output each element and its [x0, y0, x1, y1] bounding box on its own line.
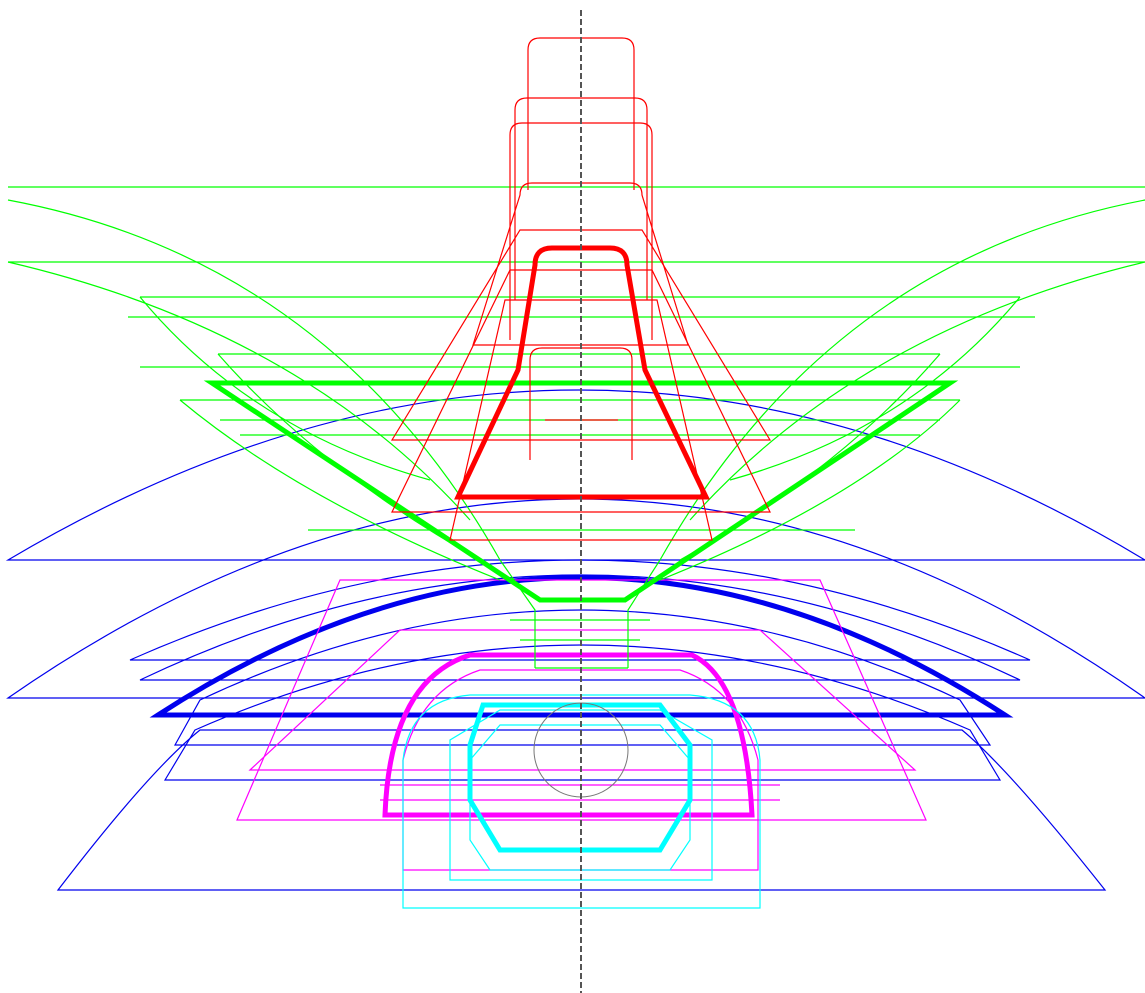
green-curve	[7, 199, 1145, 561]
cyan-profiles	[402, 694, 761, 909]
magenta-main	[382, 652, 755, 818]
blue-arc	[173, 609, 992, 746]
blue-arc-main	[149, 575, 1014, 718]
red-tube	[514, 97, 648, 300]
cyan-box	[402, 694, 761, 909]
red-main	[454, 245, 710, 500]
blue-base	[56, 729, 1107, 891]
blue-arc	[129, 559, 1031, 661]
green-main	[203, 380, 959, 603]
green-curve	[139, 296, 1021, 481]
cyan-shape	[469, 724, 691, 871]
red-trapezoid	[449, 299, 713, 541]
blue-arc	[163, 644, 1002, 781]
magenta-shape	[248, 629, 917, 771]
magenta-shape	[402, 669, 759, 871]
magenta-trapezoid	[236, 579, 927, 821]
cyan-shape	[449, 709, 713, 881]
green-profiles	[7, 186, 1145, 669]
green-curve	[7, 261, 1145, 521]
green-line	[8, 186, 1145, 531]
red-trapezoid	[391, 269, 771, 513]
blue-arc	[5, 389, 1145, 561]
red-trapezoid	[390, 229, 772, 441]
red-trapezoid	[472, 182, 689, 346]
cyan-main	[467, 702, 693, 853]
blue-profiles	[5, 389, 1145, 891]
